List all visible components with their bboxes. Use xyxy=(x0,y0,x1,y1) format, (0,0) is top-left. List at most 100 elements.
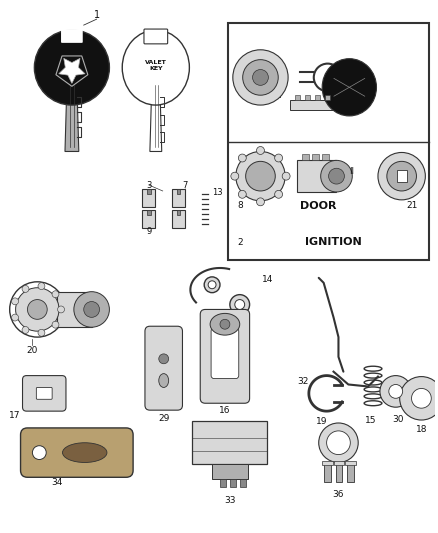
Bar xyxy=(346,461,356,465)
FancyBboxPatch shape xyxy=(61,29,83,43)
Circle shape xyxy=(314,63,342,91)
Bar xyxy=(325,95,329,100)
Bar xyxy=(57,292,92,327)
Bar xyxy=(230,479,236,487)
Circle shape xyxy=(22,286,29,293)
Circle shape xyxy=(387,161,417,191)
Bar xyxy=(397,170,406,182)
Text: 14: 14 xyxy=(261,276,273,284)
Circle shape xyxy=(38,282,45,289)
Circle shape xyxy=(12,314,18,321)
Text: 36: 36 xyxy=(333,490,344,498)
Bar xyxy=(228,23,429,260)
Circle shape xyxy=(321,160,352,192)
Circle shape xyxy=(327,431,350,455)
Ellipse shape xyxy=(322,59,377,116)
Text: IGNITION: IGNITION xyxy=(305,237,362,247)
Bar xyxy=(192,421,267,464)
FancyBboxPatch shape xyxy=(144,29,168,44)
Polygon shape xyxy=(65,83,79,151)
Bar xyxy=(172,209,185,228)
Text: 16: 16 xyxy=(219,406,231,415)
Bar xyxy=(295,95,300,100)
Text: 3: 3 xyxy=(146,181,152,190)
Text: 18: 18 xyxy=(416,425,427,434)
Circle shape xyxy=(12,298,18,305)
Circle shape xyxy=(412,389,431,408)
Circle shape xyxy=(57,306,64,313)
Bar xyxy=(297,160,336,192)
FancyBboxPatch shape xyxy=(200,310,250,403)
Bar xyxy=(336,463,343,482)
Text: 7: 7 xyxy=(183,181,188,190)
Bar xyxy=(347,463,354,482)
Circle shape xyxy=(400,377,438,420)
Circle shape xyxy=(10,282,65,337)
Circle shape xyxy=(275,154,283,162)
Circle shape xyxy=(319,423,358,463)
Circle shape xyxy=(253,69,268,85)
Circle shape xyxy=(282,172,290,180)
Circle shape xyxy=(257,147,265,155)
Polygon shape xyxy=(150,83,162,151)
Text: 1: 1 xyxy=(93,10,99,20)
Bar xyxy=(321,461,332,465)
Circle shape xyxy=(16,288,59,331)
Ellipse shape xyxy=(122,30,189,105)
Text: 2: 2 xyxy=(238,238,244,247)
Circle shape xyxy=(328,168,344,184)
FancyBboxPatch shape xyxy=(21,428,133,477)
Circle shape xyxy=(378,152,425,200)
Bar xyxy=(240,479,246,487)
Circle shape xyxy=(243,60,278,95)
Text: 19: 19 xyxy=(316,416,328,425)
Text: VALET
KEY: VALET KEY xyxy=(145,60,167,71)
Bar xyxy=(177,189,180,194)
FancyBboxPatch shape xyxy=(36,387,52,399)
Text: 20: 20 xyxy=(27,346,38,356)
Bar xyxy=(302,155,309,160)
Bar xyxy=(333,461,344,465)
Bar xyxy=(142,189,155,207)
Bar xyxy=(147,189,151,194)
Text: 21: 21 xyxy=(406,201,417,211)
Circle shape xyxy=(236,151,285,201)
FancyBboxPatch shape xyxy=(145,326,183,410)
FancyBboxPatch shape xyxy=(211,328,239,378)
Circle shape xyxy=(38,329,45,336)
Text: 15: 15 xyxy=(365,416,377,424)
Circle shape xyxy=(22,327,29,334)
Bar xyxy=(142,209,155,228)
Bar xyxy=(147,209,151,215)
Circle shape xyxy=(389,384,403,398)
Circle shape xyxy=(238,154,246,162)
Text: 9: 9 xyxy=(146,227,152,236)
Bar xyxy=(324,463,331,482)
Text: 13: 13 xyxy=(212,189,223,197)
FancyBboxPatch shape xyxy=(22,376,66,411)
Circle shape xyxy=(380,376,412,407)
Text: II: II xyxy=(349,167,354,176)
Text: 30: 30 xyxy=(392,415,403,424)
Circle shape xyxy=(204,277,220,293)
Bar xyxy=(315,95,320,100)
Circle shape xyxy=(28,300,47,319)
Ellipse shape xyxy=(63,443,107,463)
Circle shape xyxy=(235,300,245,310)
Bar xyxy=(290,100,335,110)
Circle shape xyxy=(220,319,230,329)
Text: 34: 34 xyxy=(51,478,63,487)
Text: 8: 8 xyxy=(238,201,244,211)
Circle shape xyxy=(52,291,59,297)
Circle shape xyxy=(208,281,216,289)
Circle shape xyxy=(32,446,46,459)
Circle shape xyxy=(74,292,110,327)
Circle shape xyxy=(52,321,59,328)
Bar xyxy=(321,155,328,160)
Circle shape xyxy=(34,30,110,105)
Text: 29: 29 xyxy=(158,414,170,423)
Bar xyxy=(305,95,310,100)
Circle shape xyxy=(238,190,246,198)
Circle shape xyxy=(233,50,288,105)
Circle shape xyxy=(84,302,99,317)
